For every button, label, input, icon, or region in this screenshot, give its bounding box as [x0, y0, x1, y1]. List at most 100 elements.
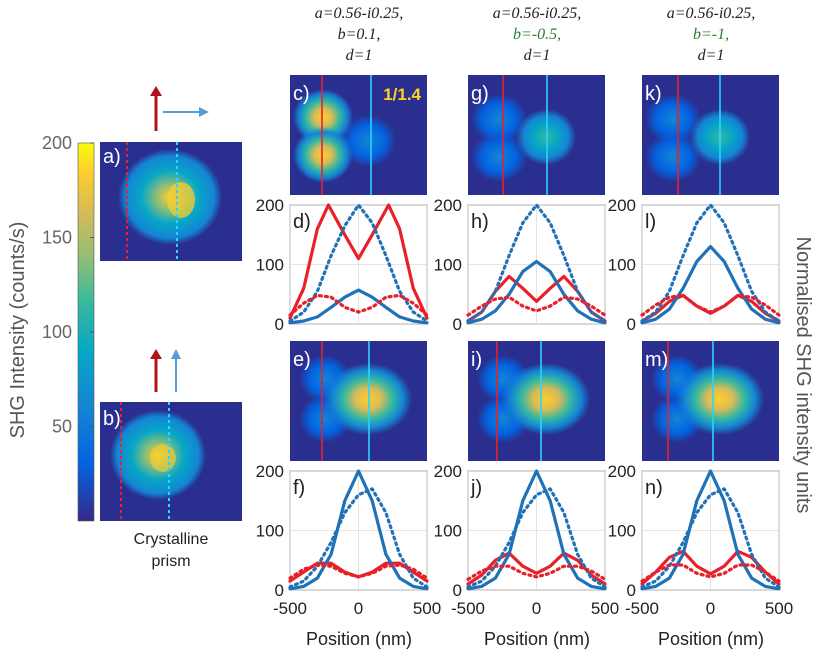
x-axis-label: Position (nm): [484, 629, 590, 649]
x-tick-label: 500: [591, 599, 619, 618]
image-blob: [516, 109, 576, 165]
image-blob: [645, 94, 701, 144]
image-b-spot-core: [150, 444, 176, 472]
red-dotted-series: [466, 564, 607, 581]
red-dotted-series: [288, 563, 429, 580]
blue-solid-series: [466, 469, 607, 591]
image-panel: m): [642, 341, 779, 461]
panel-label: k): [645, 83, 662, 105]
arrow-up-blue-icon: [171, 349, 181, 392]
y-tick-label: 0: [627, 581, 636, 600]
blue-dotted-series: [640, 487, 781, 589]
column-header-line: b=0.1,: [338, 26, 381, 43]
colorbar: 200 150 100 50 SHG Intensity (counts/s): [7, 133, 95, 522]
column-header-line: a=0.56-i0.25,: [667, 5, 756, 22]
y-tick-label: 100: [256, 256, 284, 275]
blue-dotted-series: [288, 487, 429, 589]
red-solid-series: [288, 203, 429, 320]
blue-solid-series: [288, 469, 429, 591]
image-blob: [502, 363, 590, 435]
column-headers: a=0.56-i0.25, b=0.1, d=1 a=0.56-i0.25, b=-0.…: [315, 5, 756, 64]
x-tick-label: 500: [765, 599, 793, 618]
image-blob: [676, 363, 764, 435]
x-axis-label: Position (nm): [306, 629, 412, 649]
x-tick-label: 0: [354, 599, 363, 618]
right-axis-label: Normalised SHG intensity units: [792, 237, 814, 514]
column-header-line: b=-0.5,: [513, 26, 561, 43]
y-tick-label: 200: [608, 196, 636, 215]
column-header-line: a=0.56-i0.25,: [315, 5, 404, 22]
column-header-line: d=1: [698, 47, 725, 64]
y-tick-label: 200: [608, 462, 636, 481]
simulated-image-panels: c) 1/1.4 g) k) e) i) m): [290, 75, 779, 461]
panel-label: c): [293, 83, 310, 105]
y-tick-label: 100: [434, 256, 462, 275]
left-panel-a: a): [100, 86, 242, 261]
arrow-up-red-icon: [150, 349, 162, 392]
image-panel: e): [290, 341, 427, 461]
plot-panel-label: f): [293, 477, 305, 499]
colorbar-tick-label: 150: [42, 228, 72, 248]
y-tick-label: 100: [434, 522, 462, 541]
image-blob: [471, 132, 527, 182]
red-dotted-series: [288, 293, 429, 317]
blue-dotted-series: [640, 203, 781, 323]
panel-label: e): [293, 349, 311, 371]
profile-plot: 0 100 200 d): [256, 196, 429, 334]
x-tick-label: -500: [273, 599, 307, 618]
arrow-right-blue-icon: [163, 107, 209, 117]
panel-label-a: a): [103, 146, 121, 168]
image-blob: [471, 94, 527, 144]
column-header-line: b=-1,: [693, 26, 729, 43]
image-blob: [324, 363, 412, 435]
x-axis-labels: Position (nm) Position (nm) Position (nm): [306, 629, 764, 649]
plot-panel-label: l): [645, 211, 656, 233]
colorbar-tick-label: 200: [42, 133, 72, 153]
plot-panel-label: n): [645, 477, 663, 499]
x-tick-label: 0: [532, 599, 541, 618]
column-header-line: d=1: [346, 47, 373, 64]
image-panel: c) 1/1.4: [290, 75, 427, 195]
y-tick-label: 200: [434, 462, 462, 481]
prism-label-line1: Crystalline: [134, 531, 209, 548]
panel-label: i): [471, 349, 482, 371]
blue-dotted-series: [466, 487, 607, 589]
colorbar-tick-label: 50: [52, 417, 72, 437]
y-tick-label: 200: [256, 462, 284, 481]
y-tick-label: 100: [608, 256, 636, 275]
x-tick-label: -500: [451, 599, 485, 618]
column-header-line: d=1: [524, 47, 551, 64]
image-blob: [645, 132, 701, 182]
y-tick-label: 0: [275, 581, 284, 600]
prism-label-line2: prism: [151, 553, 190, 570]
image-panel: k): [642, 75, 779, 195]
colorbar-label: SHG Intensity (counts/s): [7, 222, 29, 439]
image-a-spot-core: [167, 182, 195, 218]
y-tick-label: 100: [608, 522, 636, 541]
profile-plot: 0 100 200 h): [434, 196, 607, 334]
y-tick-label: 0: [453, 581, 462, 600]
colorbar-tick-label: 100: [42, 322, 72, 342]
colorbar-ticks: 200 150 100 50: [42, 133, 94, 437]
image-blob: [293, 127, 353, 183]
left-panel-b: b): [100, 349, 242, 521]
blue-solid-series: [640, 245, 781, 325]
x-tick-label: 0: [706, 599, 715, 618]
image-panel: i): [468, 341, 605, 461]
panel-label: g): [471, 83, 489, 105]
red-dotted-series: [640, 293, 781, 317]
profile-plot: 0 100 200 l): [608, 196, 781, 334]
y-tick-label: 200: [434, 196, 462, 215]
y-tick-label: 0: [627, 315, 636, 334]
red-dotted-series: [466, 295, 607, 317]
blue-solid-series: [466, 259, 607, 325]
x-axis-label: Position (nm): [658, 629, 764, 649]
arrow-up-red-icon: [150, 86, 162, 131]
normalisation-label: 1/1.4: [383, 85, 421, 104]
